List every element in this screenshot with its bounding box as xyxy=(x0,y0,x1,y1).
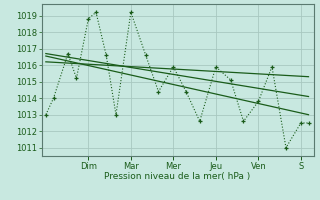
X-axis label: Pression niveau de la mer( hPa ): Pression niveau de la mer( hPa ) xyxy=(104,172,251,181)
